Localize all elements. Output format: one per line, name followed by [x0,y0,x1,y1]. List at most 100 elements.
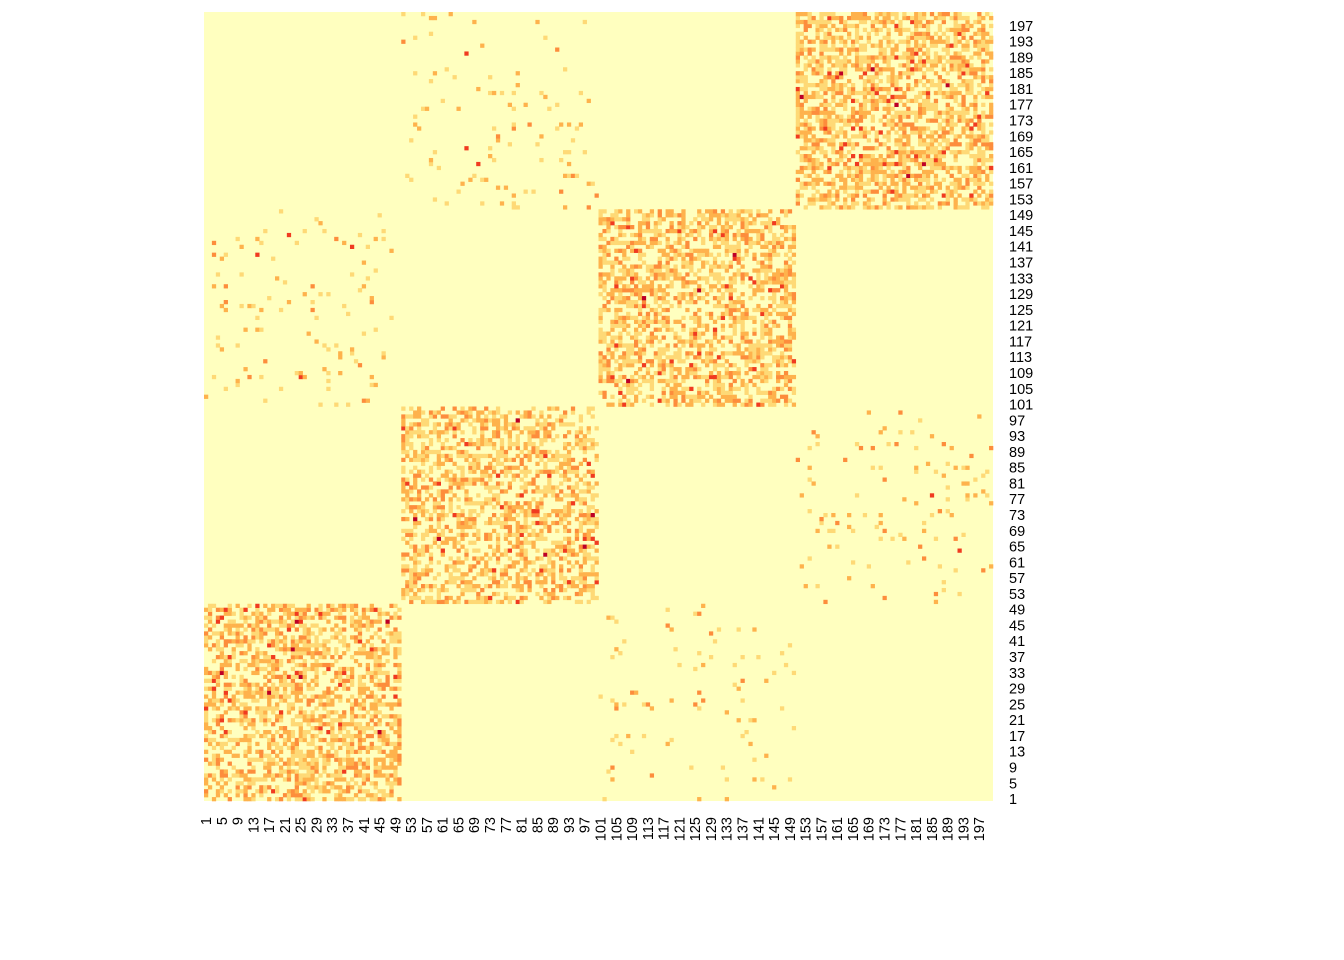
heatmap-cell [772,232,777,238]
heatmap-cell [598,244,603,249]
heatmap-cell [385,674,390,680]
heatmap-cell [393,655,398,660]
heatmap-cell [582,532,587,537]
heatmap-cell [239,643,244,648]
heatmap-cell [452,406,457,411]
heatmap-cell [807,157,812,163]
heatmap-cell [918,94,923,100]
heatmap-cell [484,572,489,577]
heatmap-cell [456,410,461,415]
heatmap-cell [310,615,315,620]
heatmap-cell [369,670,374,676]
heatmap-cell [732,315,737,321]
heatmap-cell [314,769,319,774]
heatmap-cell [969,193,974,198]
heatmap-cell [756,374,761,380]
heatmap-cell [377,797,382,802]
heatmap-cell [898,142,903,147]
heatmap-cell [428,587,434,593]
heatmap-cell [693,319,698,324]
heatmap-cell [543,587,548,593]
heatmap-cell [787,343,793,348]
heatmap-cell [681,343,686,348]
heatmap-cell [306,702,311,707]
heatmap-cell [866,197,872,202]
heatmap-cell [243,714,248,719]
heatmap-cell [598,319,603,324]
heatmap-cell [752,307,757,313]
heatmap-cell [921,154,927,159]
heatmap-cell [499,414,505,419]
heatmap-cell [207,627,213,632]
heatmap-cell [929,83,935,88]
heatmap-cell [215,761,221,766]
heatmap-cell [389,793,394,798]
heatmap-cell [373,670,378,676]
heatmap-cell [235,781,240,786]
heatmap-cell [239,615,244,620]
heatmap-cell [693,335,698,340]
heatmap-cell [630,363,635,368]
heatmap-cell [570,445,576,451]
heatmap-cell [346,729,351,735]
heatmap-cell [365,733,370,739]
heatmap-cell [622,252,627,257]
heatmap-cell [803,122,808,127]
heatmap-cell [507,532,513,537]
heatmap-cell [610,236,615,242]
heatmap-cell [318,773,323,778]
heatmap-cell [267,698,272,703]
heatmap-cell [910,130,915,135]
heatmap-cell [495,493,501,498]
heatmap-cell [594,442,599,447]
heatmap-cell [480,426,485,431]
heatmap-cell [574,497,580,502]
heatmap-cell [736,386,741,392]
heatmap-cell [626,268,631,273]
heatmap-cell [566,505,572,510]
heatmap-cell [420,509,426,514]
heatmap-cell [472,430,477,435]
heatmap-cell [405,493,410,498]
heatmap-cell [503,595,509,601]
heatmap-cell [322,647,327,652]
heatmap-cell [752,221,757,226]
heatmap-cell [961,197,966,202]
heatmap-cell [507,595,513,601]
heatmap-cell [957,75,962,80]
heatmap-cell [515,524,520,530]
heatmap-cell [523,410,528,415]
heatmap-cell [476,493,481,498]
heatmap-cell [760,327,765,332]
heatmap-cell [681,221,686,226]
heatmap-cell [480,430,485,435]
heatmap-cell [555,513,560,518]
heatmap-cell [712,331,718,336]
heatmap-cell [385,781,390,786]
heatmap-cell [452,576,457,581]
heatmap-cell [365,722,370,727]
heatmap-cell [527,560,532,565]
heatmap-cell [799,75,804,80]
heatmap-cell [448,501,453,506]
heatmap-cell [858,165,864,171]
heatmap-cell [661,248,666,253]
heatmap-cell [507,481,513,486]
heatmap-cell [456,560,461,565]
heatmap-cell [795,150,800,155]
heatmap-cell [211,797,217,802]
heatmap-cell [862,110,868,115]
heatmap-cell [436,453,441,459]
heatmap-cell [413,595,418,601]
heatmap-cell [850,177,856,182]
heatmap-cell [614,240,619,246]
heatmap-cell [973,165,978,171]
heatmap-cell [346,761,351,766]
heatmap-cell [981,75,986,80]
heatmap-cell [779,276,785,281]
heatmap-cell [294,690,299,695]
heatmap-cell [559,473,564,478]
heatmap-cell [535,591,540,597]
heatmap-cell [697,394,702,399]
heatmap-cell [791,374,797,380]
